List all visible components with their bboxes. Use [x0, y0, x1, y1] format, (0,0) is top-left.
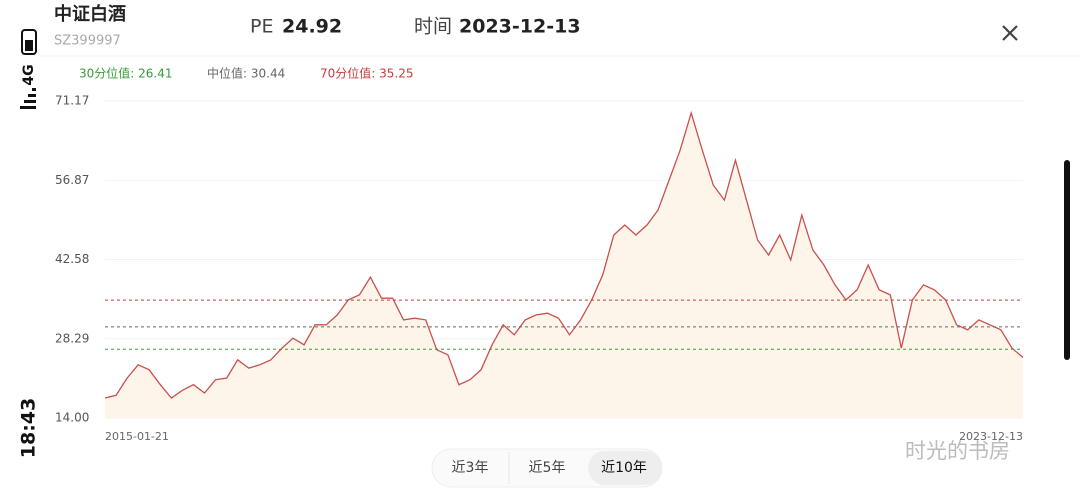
watermark: 时光的书房 — [905, 439, 1010, 463]
tab-selected-bg — [588, 451, 662, 485]
pe-label: PE — [250, 16, 273, 38]
index-title: 中证白酒 — [54, 3, 126, 25]
status-bar: 4G 18:43 — [18, 29, 40, 458]
y-tick-label: 14.00 — [55, 411, 89, 425]
tab-bar: 近3年 近5年 近10年 — [431, 448, 663, 488]
battery-icon — [21, 29, 37, 55]
y-tick-label: 28.29 — [55, 331, 89, 345]
network-label: 4G — [21, 64, 37, 85]
clock: 18:43 — [18, 398, 40, 458]
signal-bar — [28, 94, 36, 97]
signal-bar — [20, 106, 36, 109]
index-code: SZ399997 — [54, 34, 121, 49]
pe-value: 24.92 — [282, 16, 342, 38]
signal-bar — [24, 100, 36, 103]
date-label: 时间 — [414, 16, 452, 38]
y-tick-label: 56.87 — [55, 173, 89, 187]
y-tick-label: 71.17 — [55, 94, 89, 108]
battery-level — [25, 40, 33, 51]
tab[interactable]: 近10年 — [588, 451, 662, 485]
reference-legend: 中位值: 30.44 — [207, 66, 285, 81]
tab-label: 近5年 — [529, 460, 566, 476]
x-tick-label: 2015-01-21 — [105, 430, 169, 443]
date-value: 2023-12-13 — [459, 16, 581, 38]
reference-legend: 30分位值: 26.41 — [79, 66, 172, 81]
close-icon — [1002, 25, 1018, 41]
close-button[interactable] — [1002, 25, 1018, 41]
reference-legend: 70分位值: 35.25 — [320, 66, 413, 81]
scrollbar — [1064, 160, 1070, 360]
tab[interactable]: 近5年 — [508, 452, 566, 484]
tab-label: 近10年 — [601, 460, 647, 476]
y-tick-label: 42.58 — [55, 252, 89, 266]
tab-label: 近3年 — [452, 460, 489, 476]
tab[interactable]: 近3年 — [452, 460, 489, 476]
x-tick-label: 2023-12-13 — [959, 430, 1023, 443]
area-fill — [105, 113, 1023, 418]
signal-bar — [32, 88, 36, 91]
